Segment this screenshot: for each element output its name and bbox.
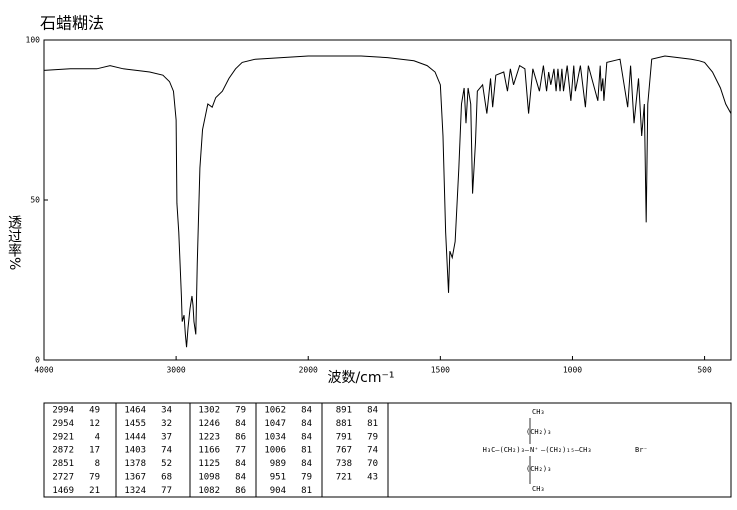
x-tick-label: 500 — [697, 366, 712, 375]
peak-wavenumber: 1403 — [124, 446, 146, 456]
peak-transmittance: 34 — [161, 406, 172, 416]
peak-wavenumber: 1082 — [198, 486, 220, 496]
y-tick-label: 0 — [35, 356, 40, 365]
peak-transmittance: 77 — [235, 446, 246, 456]
peak-wavenumber: 2727 — [52, 473, 74, 483]
plot-frame — [43, 39, 732, 361]
structure-text: —(CH₂)₁₅—CH₃ — [541, 446, 592, 454]
peak-wavenumber: 989 — [270, 459, 286, 469]
y-tick-label: 100 — [26, 36, 41, 45]
peak-wavenumber: 1367 — [124, 473, 146, 483]
peak-wavenumber: 1324 — [124, 486, 146, 496]
peak-wavenumber: 1034 — [264, 432, 286, 442]
peak-transmittance: 84 — [301, 419, 312, 429]
peak-wavenumber: 2921 — [52, 432, 74, 442]
peak-transmittance: 4 — [95, 432, 100, 442]
structure-text: (CH₂)₃ — [526, 465, 551, 473]
peak-transmittance: 86 — [235, 486, 246, 496]
peak-transmittance: 37 — [161, 432, 172, 442]
peak-wavenumber: 1444 — [124, 432, 146, 442]
peak-transmittance: 68 — [161, 473, 172, 483]
peak-transmittance: 21 — [89, 486, 100, 496]
peak-wavenumber: 738 — [336, 459, 352, 469]
peak-wavenumber: 951 — [270, 473, 286, 483]
y-axis-label: 透过率% — [6, 215, 22, 270]
x-tick-label: 3000 — [166, 366, 185, 375]
peak-transmittance: 79 — [367, 432, 378, 442]
peak-transmittance: 79 — [301, 473, 312, 483]
peak-wavenumber: 1469 — [52, 486, 74, 496]
peak-wavenumber: 2851 — [52, 459, 74, 469]
peak-transmittance: 84 — [235, 459, 246, 469]
peak-wavenumber: 1047 — [264, 419, 286, 429]
peak-wavenumber: 791 — [336, 432, 352, 442]
peak-wavenumber: 1223 — [198, 432, 220, 442]
chart-title: 石蜡糊法 — [40, 14, 104, 33]
peak-wavenumber: 1378 — [124, 459, 146, 469]
peak-wavenumber: 2994 — [52, 406, 74, 416]
peak-wavenumber: 767 — [336, 446, 352, 456]
peak-transmittance: 84 — [235, 473, 246, 483]
peak-wavenumber: 1455 — [124, 419, 146, 429]
peak-transmittance: 84 — [367, 406, 378, 416]
x-tick-label: 2000 — [299, 366, 318, 375]
structure-text: CH₃ — [532, 485, 545, 493]
peak-transmittance: 74 — [367, 446, 378, 456]
peak-wavenumber: 1125 — [198, 459, 220, 469]
peak-transmittance: 79 — [235, 406, 246, 416]
peak-wavenumber: 1006 — [264, 446, 286, 456]
peak-transmittance: 43 — [367, 473, 378, 483]
peak-transmittance: 49 — [89, 406, 100, 416]
peak-wavenumber: 1062 — [264, 406, 286, 416]
peak-transmittance: 70 — [367, 459, 378, 469]
structure-text: H₃C—(CH₂)₃— — [483, 446, 530, 454]
structure-text: CH₃ — [532, 408, 545, 416]
peak-wavenumber: 1464 — [124, 406, 146, 416]
peak-transmittance: 74 — [161, 446, 172, 456]
peak-transmittance: 81 — [301, 446, 312, 456]
x-tick-label: 1500 — [431, 366, 450, 375]
peak-transmittance: 81 — [367, 419, 378, 429]
peak-wavenumber: 891 — [336, 406, 352, 416]
peak-transmittance: 12 — [89, 419, 100, 429]
peak-wavenumber: 2872 — [52, 446, 74, 456]
peak-transmittance: 79 — [89, 473, 100, 483]
structure-text: (CH₂)₃ — [526, 428, 551, 436]
peak-wavenumber: 881 — [336, 419, 352, 429]
peak-wavenumber: 904 — [270, 486, 286, 496]
peak-transmittance: 52 — [161, 459, 172, 469]
peak-transmittance: 8 — [95, 459, 100, 469]
peak-wavenumber: 2954 — [52, 419, 74, 429]
peak-wavenumber: 1302 — [198, 406, 220, 416]
peak-transmittance: 84 — [235, 419, 246, 429]
peak-transmittance: 84 — [301, 432, 312, 442]
peak-wavenumber: 1166 — [198, 446, 220, 456]
peak-transmittance: 84 — [301, 406, 312, 416]
x-tick-label: 4000 — [34, 366, 53, 375]
peak-transmittance: 86 — [235, 432, 246, 442]
x-axis-label: 波数/cm⁻¹ — [327, 370, 394, 386]
peak-transmittance: 17 — [89, 446, 100, 456]
peak-transmittance: 84 — [301, 459, 312, 469]
peak-transmittance: 77 — [161, 486, 172, 496]
y-tick-label: 50 — [30, 196, 40, 205]
structure-text: N⁺ — [530, 446, 538, 454]
peak-wavenumber: 721 — [336, 473, 352, 483]
peak-transmittance: 32 — [161, 419, 172, 429]
peak-wavenumber: 1098 — [198, 473, 220, 483]
peak-transmittance: 81 — [301, 486, 312, 496]
structure-text: Br⁻ — [635, 446, 648, 454]
spectrum-line — [43, 55, 732, 348]
peak-wavenumber: 1246 — [198, 419, 220, 429]
x-tick-label: 1000 — [563, 366, 582, 375]
